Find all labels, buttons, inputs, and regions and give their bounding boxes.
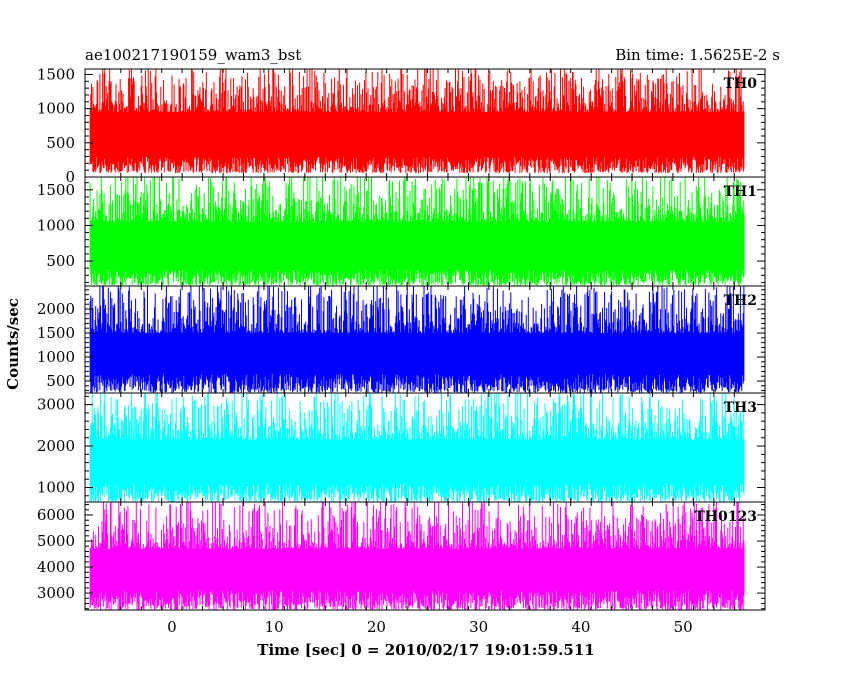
y-tick-label-th2: 2000 — [37, 300, 75, 318]
x-axis-label: Time [sec] 0 = 2010/02/17 19:01:59.511 — [257, 641, 594, 659]
y-tick-label-th1: 500 — [46, 252, 75, 270]
chart-subtitle: Bin time: 1.5625E-2 s — [615, 46, 780, 64]
y-tick-label-th1: 1500 — [37, 181, 75, 199]
y-tick-label-th0123: 4000 — [37, 558, 75, 576]
series-label-th1: TH1 — [724, 184, 757, 200]
y-tick-label-th0123: 6000 — [37, 506, 75, 524]
y-tick-label-th2: 1000 — [37, 348, 75, 366]
x-tick-label: 30 — [469, 618, 488, 636]
series-label-th0123: TH0123 — [694, 509, 757, 525]
y-tick-label-th0: 1000 — [37, 100, 75, 118]
y-tick-label-th3: 1000 — [37, 478, 75, 496]
series-th1 — [89, 177, 745, 286]
y-tick-label-th3: 2000 — [37, 437, 75, 455]
y-tick-label-th0: 1500 — [37, 65, 75, 83]
panel-frame-th0123 — [84, 501, 766, 611]
series-label-th2: TH2 — [724, 293, 757, 309]
x-tick-label: 20 — [367, 618, 386, 636]
y-tick-label-th2: 500 — [46, 372, 75, 390]
series-th3 — [89, 393, 745, 502]
series-label-th3: TH3 — [724, 400, 757, 416]
y-tick-label-th3: 3000 — [37, 396, 75, 414]
x-tick-label: 40 — [571, 618, 590, 636]
y-tick-label-th2: 1500 — [37, 324, 75, 342]
chart-title: ae100217190159_wam3_bst — [85, 46, 301, 64]
panel-th1: 500 1000 1500 TH1 — [37, 176, 766, 287]
panel-th0123: 3000 4000 5000 6000 TH0123 — [37, 501, 766, 611]
series-th2 — [89, 286, 745, 393]
y-tick-label-th0: 0 — [65, 168, 75, 186]
series-label-th0: TH0 — [724, 76, 758, 92]
x-tick-label: 0 — [167, 618, 177, 636]
y-tick-label-th1: 1000 — [37, 216, 75, 234]
panel-th3: 1000 2000 3000 TH3 — [37, 392, 766, 503]
series-th0 — [89, 69, 745, 173]
x-tick-label: 50 — [674, 618, 693, 636]
y-tick-label-th0123: 5000 — [37, 532, 75, 550]
panel-th2: 500 1000 1500 2000 TH2 — [37, 285, 766, 394]
y-tick-label-th0: 500 — [46, 134, 75, 152]
y-axis-label: Counts/sec — [4, 298, 22, 390]
panel-th0: 0 500 1000 1500 TH0 — [37, 65, 766, 186]
x-tick-label: 10 — [265, 618, 284, 636]
series-th0123 — [89, 502, 745, 610]
y-tick-label-th0123: 3000 — [37, 584, 75, 602]
